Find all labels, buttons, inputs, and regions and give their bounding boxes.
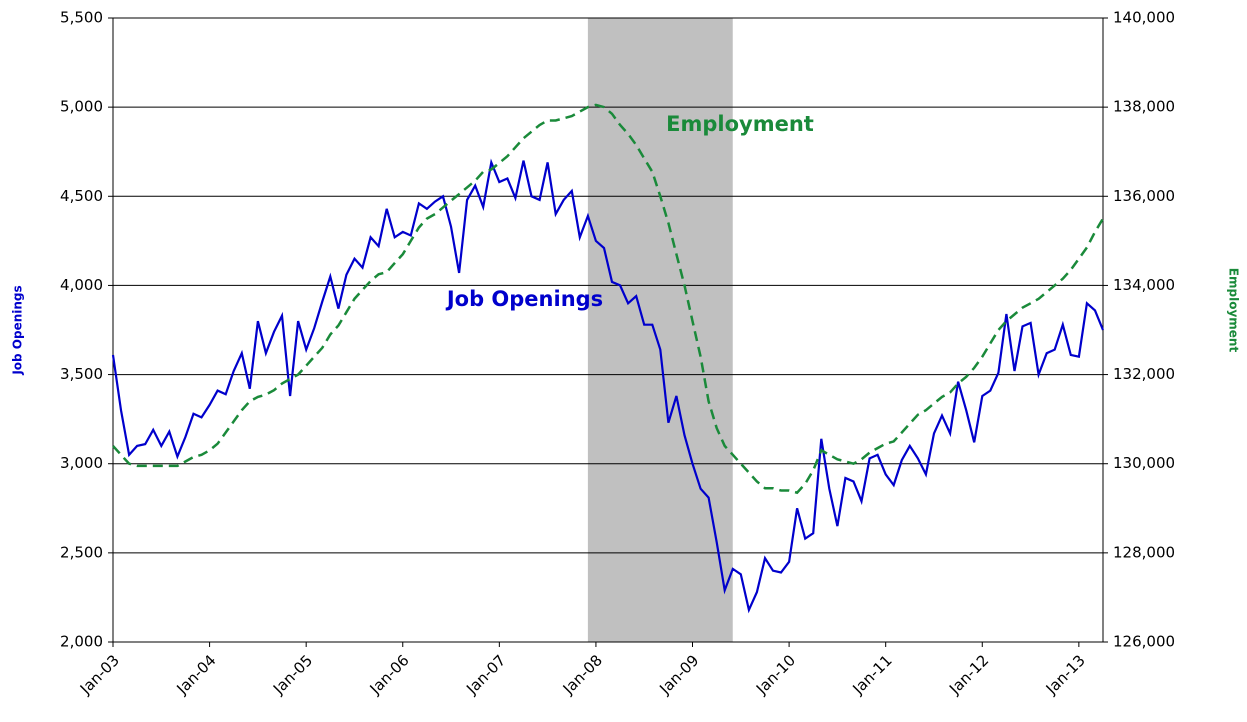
y-tick-label: 2,000 (60, 633, 103, 651)
x-tick-label: Jan-08 (559, 651, 606, 698)
y-tick-label: 5,000 (60, 98, 103, 116)
y2-tick-label: 132,000 (1113, 365, 1175, 383)
x-tick-label: Jan-10 (752, 651, 799, 698)
x-tick-label: Jan-04 (172, 651, 219, 698)
x-tick-label: Jan-11 (849, 651, 896, 698)
y2-tick-label: 136,000 (1113, 187, 1175, 205)
y2-tick-label: 126,000 (1113, 633, 1175, 651)
series-line (112, 103, 1105, 495)
x-tick-label: Jan-03 (76, 651, 123, 698)
y-tick-label: 4,500 (60, 187, 103, 205)
shaded-region (587, 18, 733, 642)
series-line (111, 158, 1105, 614)
y-tick-label: 4,000 (60, 276, 103, 294)
annotation: Employment (666, 112, 814, 136)
y-tick-label: 5,500 (60, 9, 103, 27)
x-tick-label: Jan-13 (1042, 651, 1089, 698)
y2-tick-label: 128,000 (1113, 543, 1175, 561)
x-tick-label: Jan-12 (945, 651, 992, 698)
y-tick-label: 2,500 (60, 543, 103, 561)
annotation: Job Openings (445, 287, 603, 311)
x-tick-label: Jan-09 (655, 651, 702, 698)
x-tick-label: Jan-07 (462, 651, 509, 698)
x-tick-label: Jan-06 (366, 651, 413, 698)
y2-tick-label: 134,000 (1113, 276, 1175, 294)
y2-tick-label: 138,000 (1113, 98, 1175, 116)
y-tick-label: 3,500 (60, 365, 103, 383)
y2-axis-title: Employment (1227, 268, 1241, 353)
y-axis-title: Job Openings (11, 285, 25, 375)
y2-tick-label: 130,000 (1113, 454, 1175, 472)
y-tick-label: 3,000 (60, 454, 103, 472)
y2-tick-label: 140,000 (1113, 9, 1175, 27)
x-tick-label: Jan-05 (269, 651, 316, 698)
